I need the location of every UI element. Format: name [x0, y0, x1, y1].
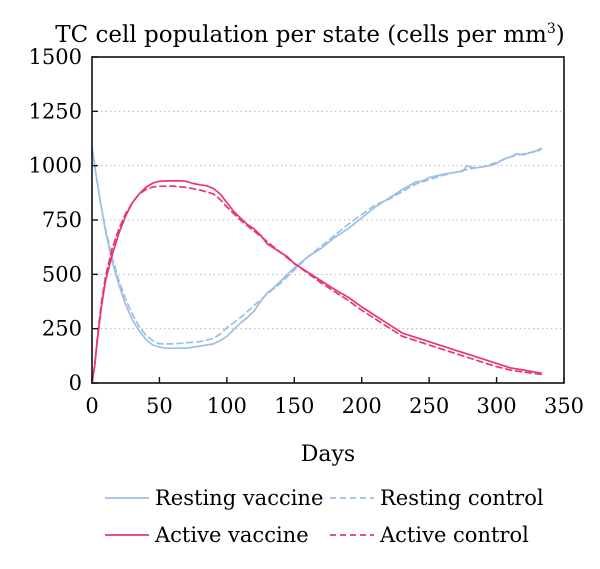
- chart-title-suffix: ): [556, 22, 565, 48]
- legend-label-active-vaccine: Active vaccine: [154, 523, 309, 547]
- x-tick-label-200: 200: [342, 394, 382, 418]
- y-tick-label-500: 500: [42, 262, 82, 286]
- x-tick-label-250: 250: [409, 394, 449, 418]
- chart-title: TC cell population per state (cells per …: [55, 21, 565, 48]
- gridlines: [92, 110, 564, 330]
- x-tick-label-50: 50: [146, 394, 173, 418]
- series-line-active-vaccine: [91, 180, 542, 384]
- x-tick-label-300: 300: [477, 394, 517, 418]
- legend-label-active-control: Active control: [379, 523, 529, 547]
- y-tick-label-1000: 1000: [29, 154, 82, 178]
- series-line-active-control: [91, 185, 542, 384]
- series-line-resting-vaccine: [91, 145, 542, 350]
- x-tick-label-150: 150: [274, 394, 314, 418]
- legend-label-resting-vaccine: Resting vaccine: [155, 486, 323, 510]
- series-layer: [91, 145, 542, 384]
- x-tick-label-0: 0: [85, 394, 98, 418]
- y-tick-label-250: 250: [42, 317, 82, 341]
- y-tick-label-0: 0: [69, 371, 82, 395]
- x-axis-label: Days: [301, 442, 355, 467]
- series-line-resting-control: [91, 147, 542, 345]
- axis-ticks: 0 250 500 750 1000 1250 1500 0 50 100 150 200 250 300…: [29, 45, 585, 418]
- chart-title-main: TC cell population per state (cells per …: [55, 22, 547, 48]
- legend: Resting vaccine Resting control Active vac…: [105, 486, 544, 547]
- y-tick-label-1500: 1500: [29, 45, 82, 69]
- x-tick-label-100: 100: [207, 394, 247, 418]
- y-tick-label-750: 750: [42, 208, 82, 232]
- y-tick-label-1250: 1250: [29, 99, 82, 123]
- legend-label-resting-control: Resting control: [380, 486, 544, 510]
- x-tick-label-350: 350: [544, 394, 584, 418]
- chart-title-superscript: 3: [547, 21, 556, 37]
